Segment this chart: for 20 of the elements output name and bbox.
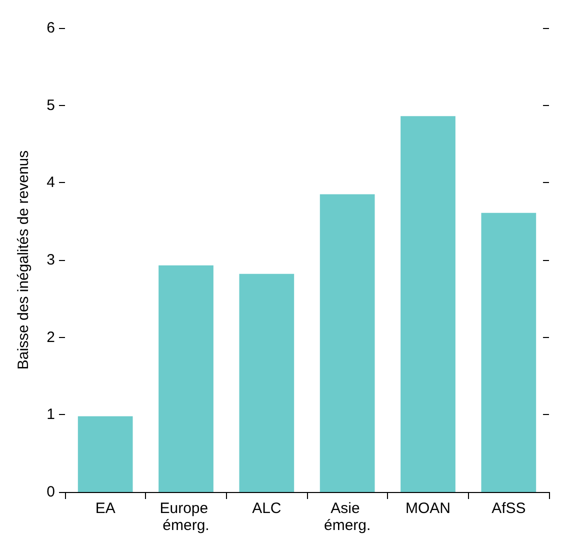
y-axis-title: Baisse des inégalités de revenus xyxy=(15,150,32,370)
y-tick-label: 3 xyxy=(46,252,55,268)
bar xyxy=(320,194,375,492)
y-tick-label: 0 xyxy=(46,484,55,500)
x-tick-label: Asie émerg. xyxy=(324,500,371,534)
bar xyxy=(78,416,133,492)
y-tick-label: 5 xyxy=(46,96,55,114)
bar xyxy=(400,116,456,492)
x-tick-label: MOAN xyxy=(406,500,450,517)
y-tick-label: 4 xyxy=(46,174,55,192)
y-tick-label: 6 xyxy=(46,20,55,36)
x-tick-label: Europe émerg. xyxy=(160,500,212,534)
bar xyxy=(158,265,214,492)
y-tick-label: 2 xyxy=(46,328,55,346)
x-tick-label: EA xyxy=(95,500,116,517)
bar xyxy=(239,274,294,492)
x-tick-label: ALC xyxy=(252,500,282,517)
x-tick-label: AfSS xyxy=(492,500,526,517)
bar xyxy=(481,212,536,492)
y-tick-label: 1 xyxy=(46,406,55,424)
